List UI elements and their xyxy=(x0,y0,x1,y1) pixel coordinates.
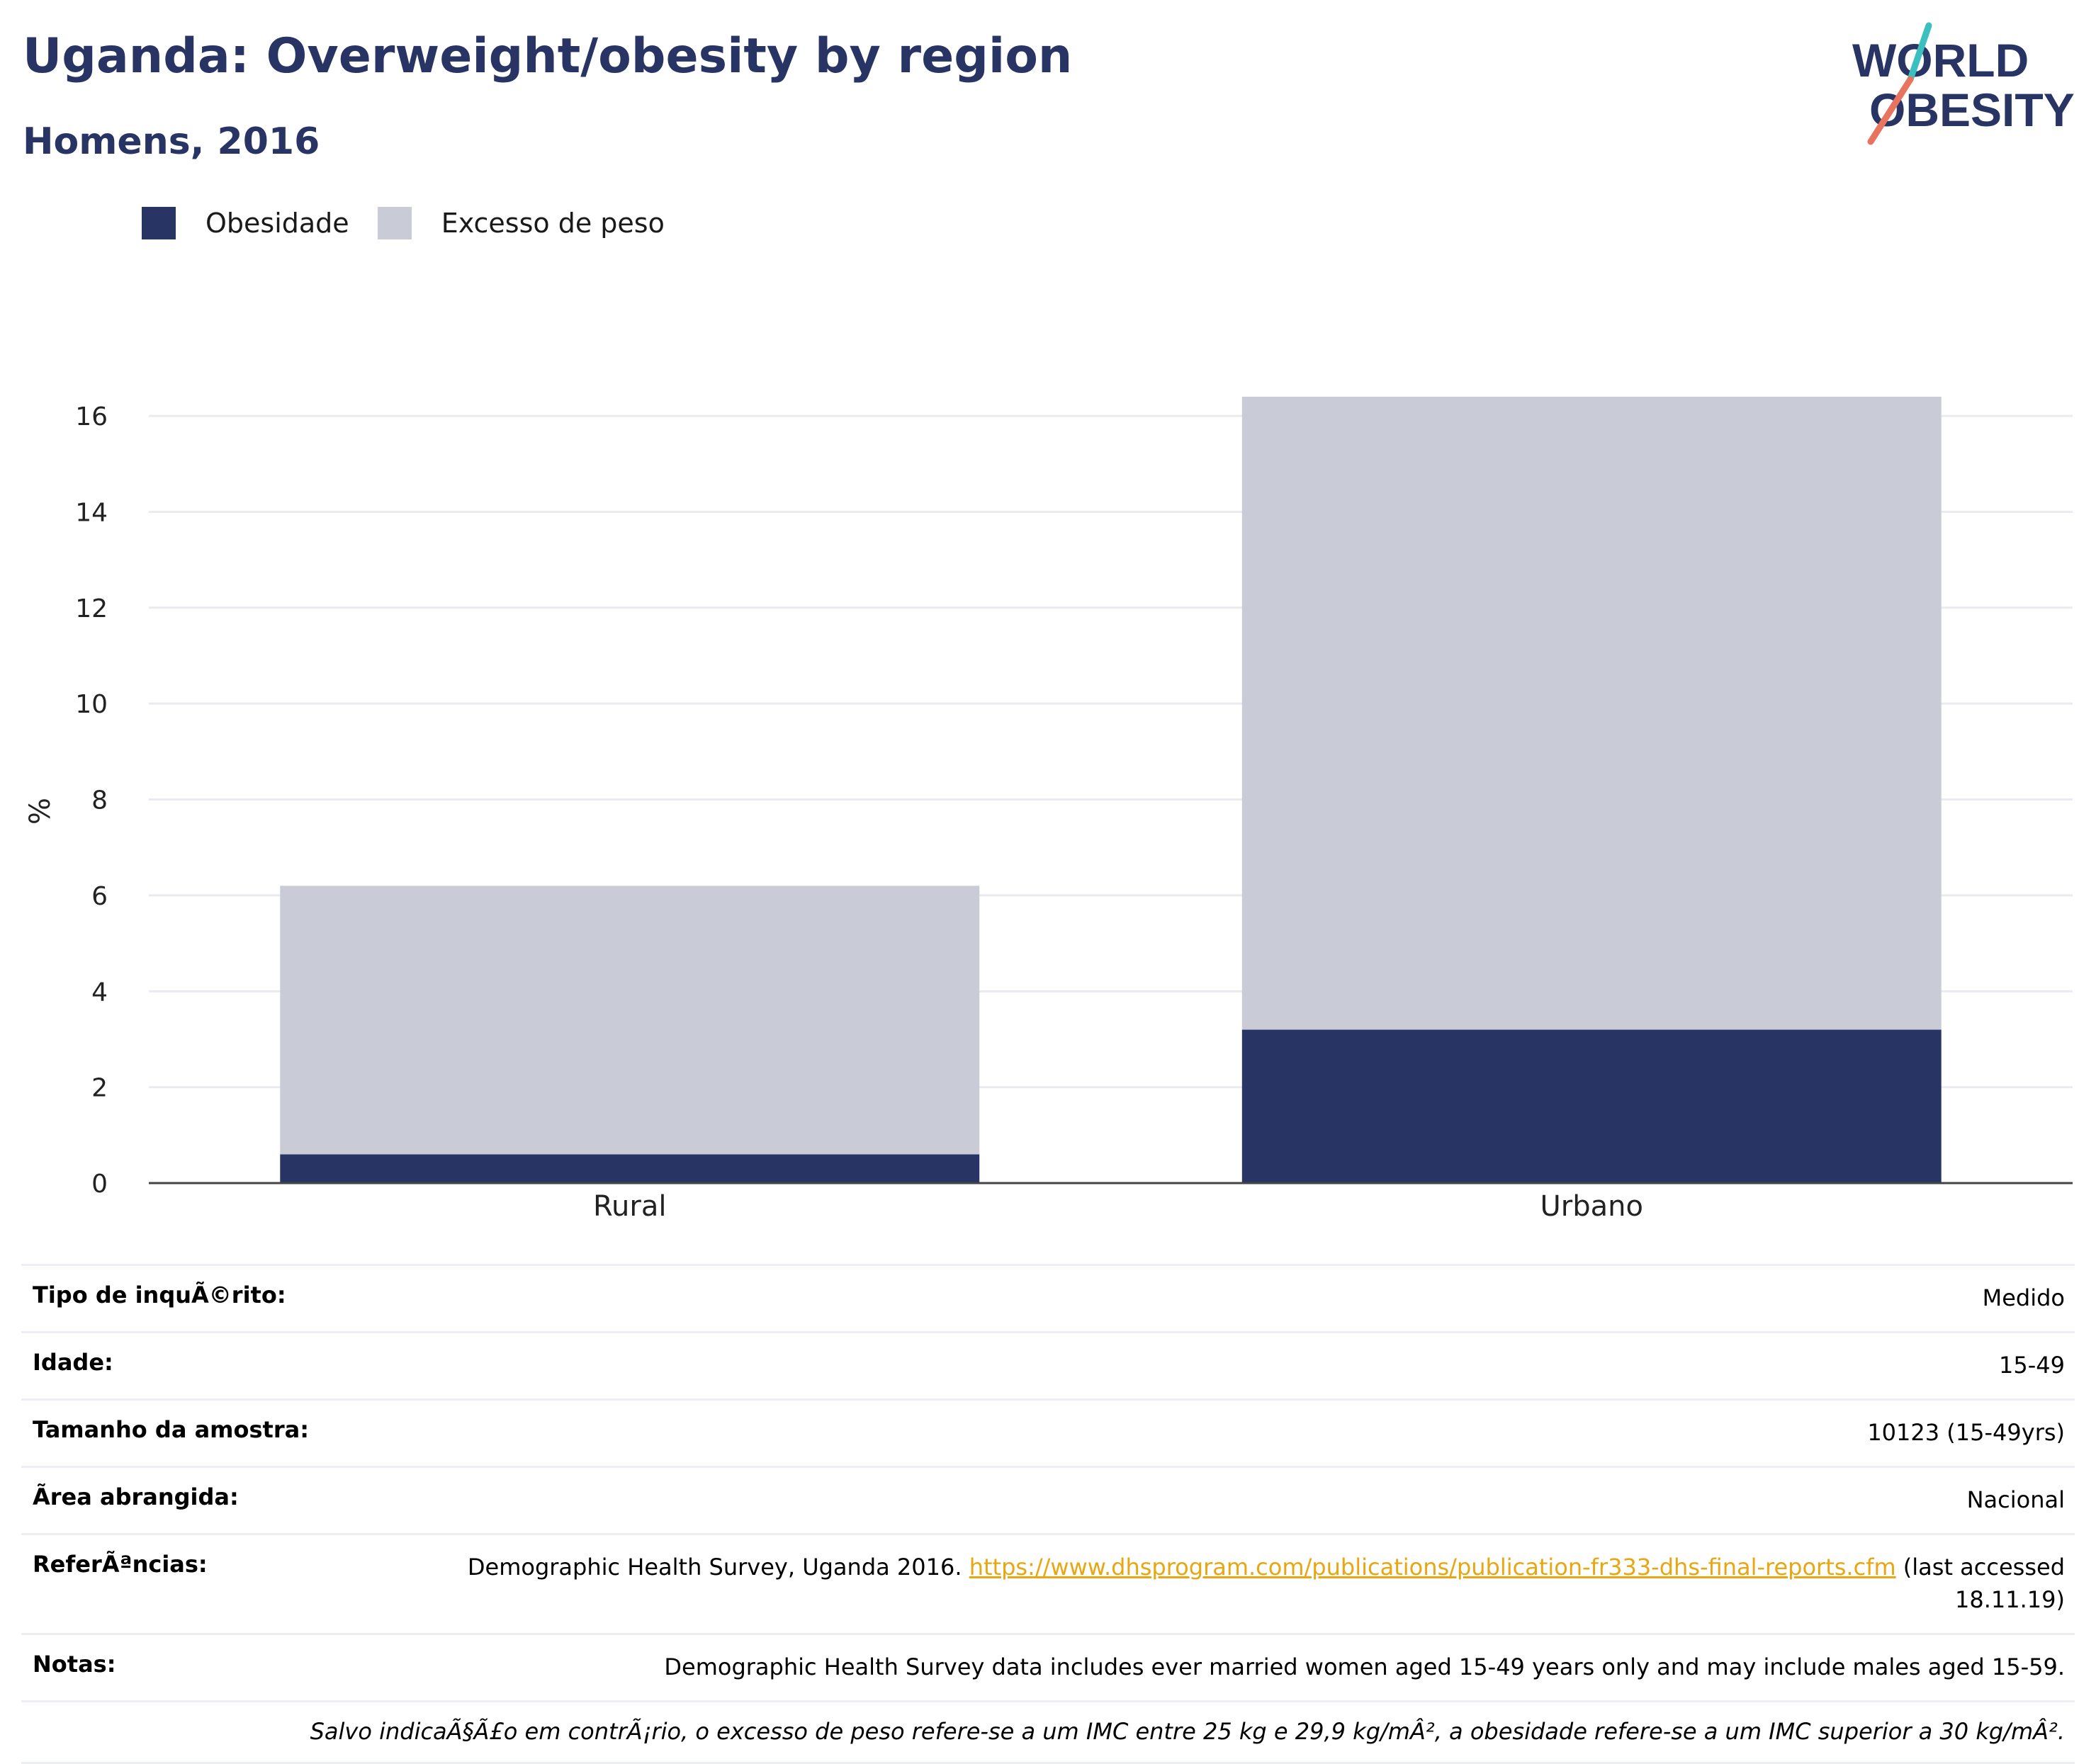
bar-overweight-rural xyxy=(280,886,980,1155)
sample-size-label: Tamanho da amostra: xyxy=(21,1398,397,1467)
page-title: Uganda: Overweight/obesity by region xyxy=(23,28,1073,84)
y-tick-label: 10 xyxy=(75,690,108,719)
survey-type-value: Medido xyxy=(397,1264,2075,1333)
logo-line-1: WORLD xyxy=(1852,34,2029,86)
legend-swatch-obesity xyxy=(142,207,176,239)
survey-info-table: Tipo de inquÃ©rito: Medido Idade: 15-49 … xyxy=(21,1264,2075,1764)
table-row: Tipo de inquÃ©rito: Medido xyxy=(21,1264,2075,1333)
page-subtitle: Homens, 2016 xyxy=(23,120,320,163)
y-tick-label: 16 xyxy=(75,402,108,431)
legend-swatch-overweight xyxy=(377,207,412,239)
y-tick-label: 12 xyxy=(75,594,108,623)
logo-slash-bottom xyxy=(1867,76,1914,145)
references-suffix: (last accessed 18.11.19) xyxy=(1903,1554,2065,1613)
area-value: Nacional xyxy=(397,1466,2075,1534)
table-row: Salvo indicaÃ§Ã£o em contrÃ¡rio, o exces… xyxy=(21,1700,2075,1764)
table-row: Ãrea abrangida: Nacional xyxy=(21,1466,2075,1534)
legend-label-overweight: Excesso de peso xyxy=(441,208,665,239)
stacked-bar-chart: 0 2 4 6 8 10 12 14 16% Rural Urbano xyxy=(24,397,2073,1223)
notes-value: Demographic Health Survey data includes … xyxy=(397,1633,2075,1702)
area-label: Ãrea abrangida: xyxy=(21,1466,397,1534)
x-tick-label: Rural xyxy=(593,1190,666,1223)
table-row: Idade: 15-49 xyxy=(21,1331,2075,1400)
survey-type-label: Tipo de inquÃ©rito: xyxy=(21,1264,397,1333)
bar-obesity-rural xyxy=(280,1154,980,1183)
references-label: ReferÃªncias: xyxy=(21,1533,397,1634)
bmi-footnote: Salvo indicaÃ§Ã£o em contrÃ¡rio, o exces… xyxy=(21,1700,2075,1764)
y-tick-label: 0 xyxy=(91,1170,108,1199)
y-tick-label: 4 xyxy=(91,978,108,1007)
notes-label: Notas: xyxy=(21,1633,397,1702)
references-value: Demographic Health Survey, Uganda 2016. … xyxy=(397,1533,2075,1634)
y-axis-label: % xyxy=(24,798,57,825)
legend-item-obesity[interactable]: Obesidade xyxy=(142,207,349,239)
bar-overweight-urbano xyxy=(1241,397,1942,1030)
sample-size-value: 10123 (15-49yrs) xyxy=(397,1398,2075,1467)
table-row: Tamanho da amostra: 10123 (15-49yrs) xyxy=(21,1398,2075,1467)
legend-item-overweight[interactable]: Excesso de peso xyxy=(377,207,665,239)
table-row: Notas: Demographic Health Survey data in… xyxy=(21,1633,2075,1702)
y-tick-label: 2 xyxy=(91,1074,108,1103)
logo-slash-top xyxy=(1907,22,1932,83)
y-tick-label: 8 xyxy=(91,786,108,815)
age-value: 15-49 xyxy=(397,1331,2075,1400)
chart-legend: Obesidade Excesso de peso xyxy=(142,207,693,239)
references-link[interactable]: https://www.dhsprogram.com/publications/… xyxy=(969,1554,1896,1581)
y-tick-label: 6 xyxy=(91,882,108,911)
legend-label-obesity: Obesidade xyxy=(205,208,349,239)
age-label: Idade: xyxy=(21,1331,397,1400)
y-tick-label: 14 xyxy=(75,498,108,527)
references-text: Demographic Health Survey, Uganda 2016. xyxy=(467,1554,962,1581)
x-tick-label: Urbano xyxy=(1540,1190,1643,1223)
world-obesity-logo: WORLD OBESITY xyxy=(1852,22,2075,145)
table-row: ReferÃªncias: Demographic Health Survey,… xyxy=(21,1533,2075,1634)
bar-obesity-urbano xyxy=(1241,1029,1942,1183)
